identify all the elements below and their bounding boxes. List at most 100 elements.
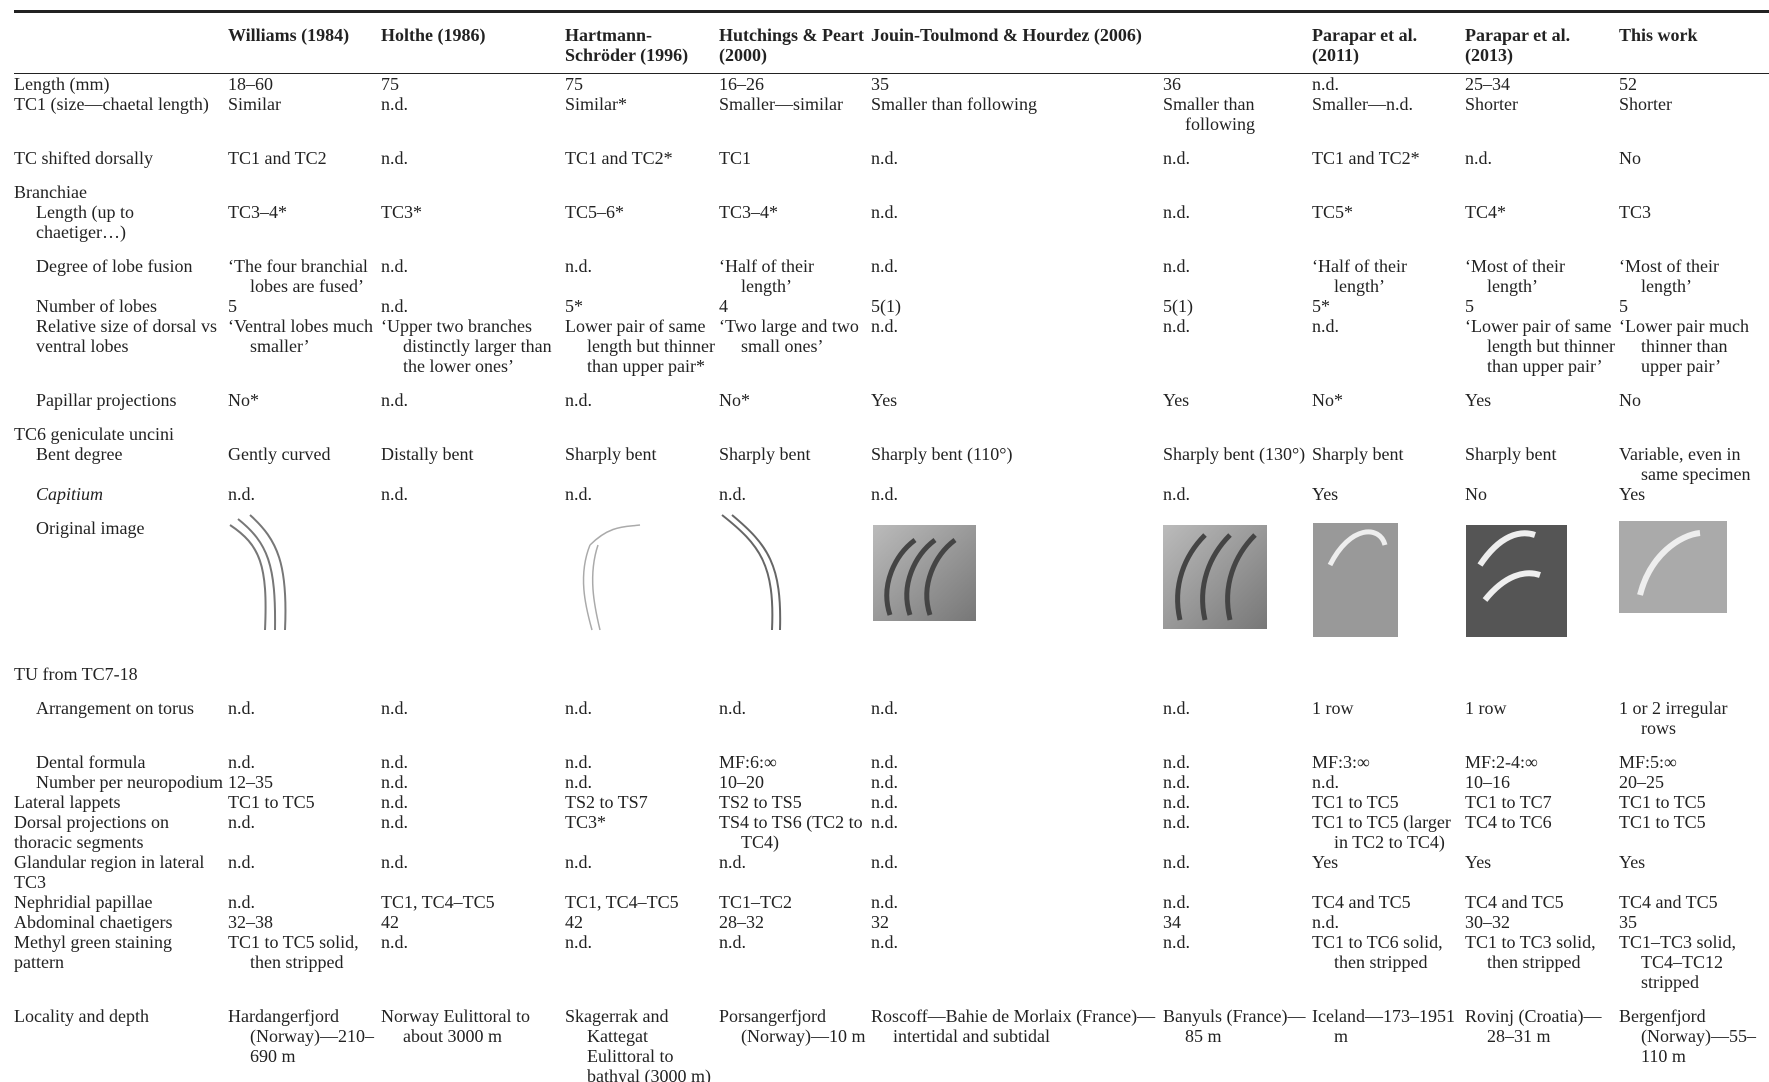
cell: No* <box>719 390 750 410</box>
cell: n.d. <box>1312 772 1339 792</box>
cell: Smaller than following <box>871 94 1037 114</box>
cell: n.d. <box>381 812 408 832</box>
cell: n.d. <box>871 892 898 912</box>
cell: n.d. <box>1163 852 1190 872</box>
row-label: Dorsal projections on thoracic segments <box>14 812 169 852</box>
row-label: TC shifted dorsally <box>14 148 153 168</box>
cell: Yes <box>1312 484 1339 504</box>
cell: Porsangerfjord (Norway)—10 m <box>719 1006 866 1046</box>
cell: Lower pair of same length but thinner th… <box>565 316 715 376</box>
cell: n.d. <box>381 772 408 792</box>
cell: n.d. <box>228 852 255 872</box>
cell: n.d. <box>228 752 255 772</box>
row-label: TC1 (size—chaetal length) <box>14 94 209 114</box>
cell: n.d. <box>719 484 746 504</box>
table-row: Locality and depth Hardangerfjord (Norway… <box>14 992 1769 1082</box>
cell: TS4 to TS6 (TC2 to TC4) <box>719 812 863 852</box>
cell: TC1–TC2 <box>719 892 793 912</box>
cell: n.d. <box>871 316 898 336</box>
row-label: Capitium <box>36 484 104 504</box>
cell: TC1 <box>719 148 752 168</box>
cell: TC3–4* <box>719 202 779 222</box>
cell: ‘Upper two branches distinctly larger th… <box>381 316 552 376</box>
row-label: Abdominal chaetigers <box>14 912 173 932</box>
cell: TC1 to TC5 <box>228 792 315 812</box>
cell: 28–32 <box>719 912 764 932</box>
cell: TC1, TC4–TC5 <box>565 892 679 912</box>
table-row: TC shifted dorsally TC1 and TC2 n.d. TC1 an… <box>14 134 1769 168</box>
cell: TC1 to TC5 <box>1619 812 1706 832</box>
cell: Hardangerfjord (Norway)—210–690 m <box>228 1006 374 1066</box>
row-label: Arrangement on torus <box>36 698 194 718</box>
cell: Variable, even in same specimen <box>1619 444 1751 484</box>
cell: 35 <box>1619 912 1637 932</box>
cell: n.d. <box>1163 484 1190 504</box>
cell: n.d. <box>871 484 898 504</box>
cell: TC1 and TC2 <box>228 148 327 168</box>
table-row: Number of lobes 5 n.d. 5* 4 5(1) 5(1) 5* 5 5 <box>14 296 1769 316</box>
column-header: Holthe (1986) <box>381 10 565 74</box>
cell: n.d. <box>1163 698 1190 718</box>
cell: 5(1) <box>871 296 901 316</box>
column-header: Jouin-Toulmond & Hourdez (2006) <box>871 10 1312 74</box>
table-row: TC6 geniculate uncini <box>14 410 1769 444</box>
cell: ‘Lower pair much thinner than upper pair… <box>1619 316 1749 376</box>
cell: n.d. <box>871 148 898 168</box>
table-body: Length (mm) 18–60 75 75 16–26 35 36 n.d. 25–34 52… <box>14 74 1769 1082</box>
cell: Norway Eulittoral to about 3000 m <box>381 1006 530 1046</box>
cell: n.d. <box>381 296 408 316</box>
image-cell <box>719 504 871 650</box>
cell: 1 row <box>1465 698 1507 718</box>
cell: Smaller—n.d. <box>1312 94 1413 114</box>
cell: n.d. <box>871 202 898 222</box>
cell: Bergenfjord (Norway)—55–110 m <box>1619 1006 1756 1066</box>
cell: n.d. <box>719 698 746 718</box>
row-label: Nephridial papillae <box>14 892 153 912</box>
cell: n.d. <box>1163 892 1190 912</box>
cell: 34 <box>1163 912 1181 932</box>
cell: Skagerrak and Kattegat Eulittoral to bat… <box>565 1006 711 1082</box>
cell: n.d. <box>565 932 592 952</box>
cell: n.d. <box>1163 148 1190 168</box>
cell: Similar <box>228 94 281 114</box>
image-cell <box>1619 504 1769 650</box>
cell: TC4 to TC6 <box>1465 812 1552 832</box>
table-row: Methyl green staining pattern TC1 to TC5 … <box>14 932 1769 992</box>
cell: Similar* <box>565 94 627 114</box>
cell: ‘Most of their length’ <box>1465 256 1565 296</box>
table-row: Original image <box>14 504 1769 650</box>
table-row: Nephridial papillae n.d. TC1, TC4–TC5 TC1, … <box>14 892 1769 912</box>
cell: n.d. <box>871 256 898 276</box>
table-row: TC1 (size—chaetal length) Similar n.d. Simi… <box>14 94 1769 134</box>
cell: n.d. <box>381 94 408 114</box>
table-wrap: Williams (1984) Holthe (1986) Hartmann-Sch… <box>14 10 1769 1082</box>
table-row: Dorsal projections on thoracic segments n… <box>14 812 1769 852</box>
cell: TC1, TC4–TC5 <box>381 892 495 912</box>
cell: n.d. <box>381 792 408 812</box>
cell: n.d. <box>565 698 592 718</box>
table-row: Abdominal chaetigers 32–38 42 42 28–32 32 34 n.… <box>14 912 1769 932</box>
image-cell <box>228 504 381 650</box>
column-header: This work <box>1619 10 1769 74</box>
cell: n.d. <box>1163 792 1190 812</box>
cell: n.d. <box>1163 772 1190 792</box>
cell: TC1 to TC6 solid, then stripped <box>1312 932 1443 972</box>
cell: No <box>1619 148 1641 168</box>
cell: No <box>1465 484 1487 504</box>
cell: TC5–6* <box>565 202 625 222</box>
cell: n.d. <box>381 852 408 872</box>
table-row: Number per neuropodium 12–35 n.d. n.d. 10–20… <box>14 772 1769 792</box>
cell: Smaller—similar <box>719 94 843 114</box>
image-cell <box>565 504 719 650</box>
cell: Yes <box>1312 852 1339 872</box>
table-row: Dental formula n.d. n.d. n.d. MF:6:∞ n.d. n.d.… <box>14 738 1769 772</box>
cell: TC4 and TC5 <box>1312 892 1411 912</box>
column-header: Hartmann-Schröder (1996) <box>565 10 719 74</box>
cell: 5* <box>565 296 583 316</box>
cell: n.d. <box>719 932 746 952</box>
cell: MF:2-4:∞ <box>1465 752 1538 772</box>
image-cell <box>1465 504 1619 650</box>
cell: MF:5:∞ <box>1619 752 1677 772</box>
row-label: TC6 geniculate uncini <box>14 424 174 444</box>
table-row: Length (up to chaetiger…) TC3–4* TC3* TC5–6… <box>14 202 1769 242</box>
